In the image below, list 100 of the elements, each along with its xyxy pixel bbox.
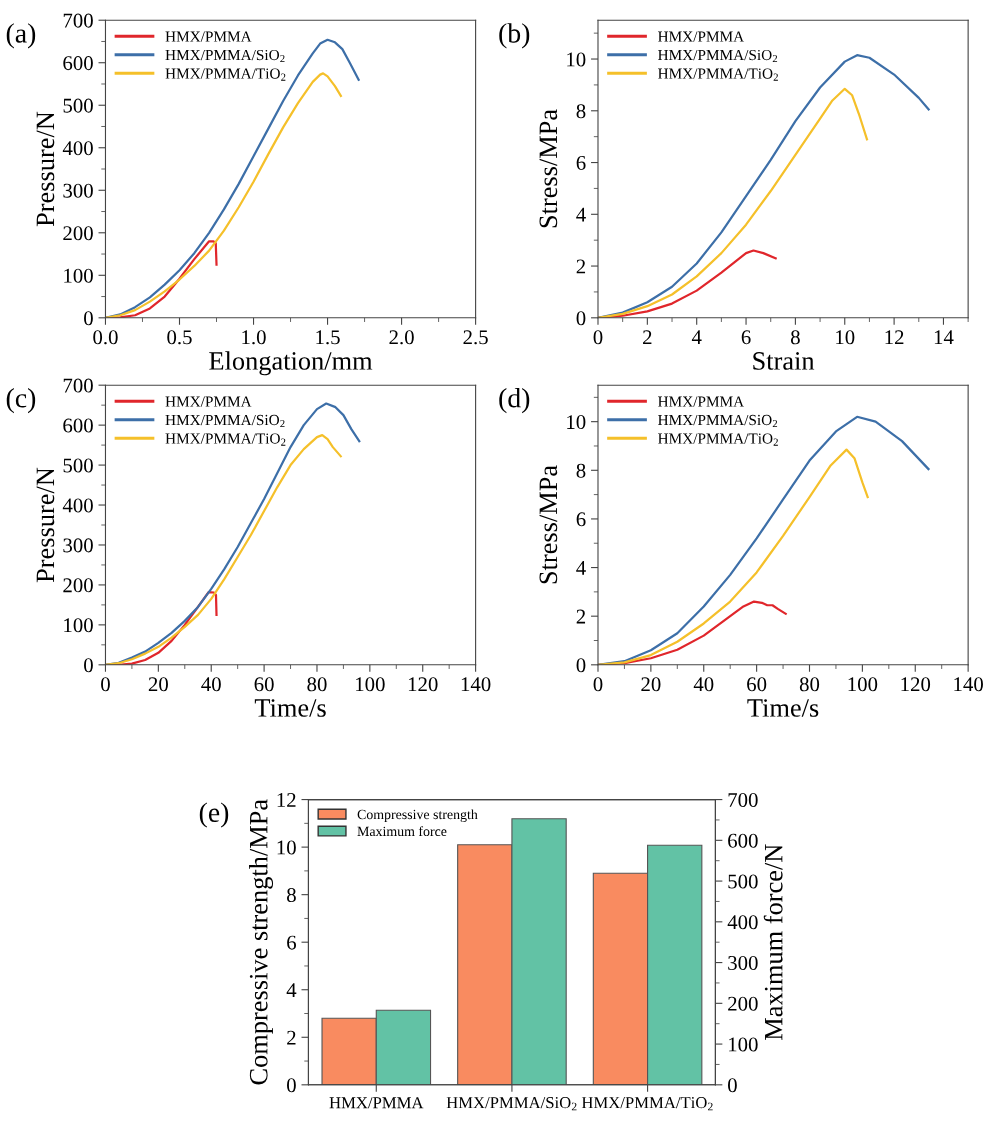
chart-title: (c) bbox=[6, 387, 36, 414]
y-tick-label: 100 bbox=[64, 268, 93, 283]
y-tick-label: 10 bbox=[567, 52, 586, 67]
legend-label: HMX/PMMA/TiO$_{2}$ bbox=[165, 68, 286, 81]
x-tick-label: 80 bbox=[307, 677, 327, 692]
y2-tick-label: 300 bbox=[728, 955, 758, 970]
y-tick-label: 200 bbox=[63, 226, 93, 241]
y-tick-label: 8 bbox=[287, 888, 296, 903]
y-tick-label: 500 bbox=[63, 458, 93, 473]
x-tick-label: 40 bbox=[201, 677, 221, 692]
y-tick-label: 0 bbox=[84, 658, 93, 673]
legend-label: HMX/PMMA bbox=[658, 31, 745, 42]
x-tick-label: 4 bbox=[691, 330, 702, 345]
y-tick-label: 2 bbox=[576, 259, 586, 274]
y-tick-label: 0 bbox=[576, 658, 586, 673]
x-tick-label: 20 bbox=[148, 677, 168, 692]
y-tick-label: 2 bbox=[576, 609, 586, 624]
x-tick-label: 40 bbox=[693, 677, 714, 692]
line-series bbox=[597, 448, 869, 665]
y-tick-label: 12 bbox=[277, 793, 296, 807]
legend-label: HMX/PMMA/TiO$_{2}$ bbox=[658, 68, 778, 81]
y-tick-label: 600 bbox=[63, 56, 93, 71]
y-tick-label: 2 bbox=[287, 1030, 296, 1045]
y-tick-label: 0 bbox=[576, 311, 586, 326]
y-tick-label: 100 bbox=[64, 618, 93, 633]
y-tick-label: 4 bbox=[286, 983, 297, 997]
y-tick-label: 600 bbox=[63, 418, 93, 433]
legend-label: HMX/PMMA/TiO$_{2}$ bbox=[165, 433, 286, 446]
chart-title: (a) bbox=[6, 23, 36, 49]
x-tick-label: HMX/PMMA bbox=[329, 1097, 424, 1109]
x-tick-label: 2 bbox=[643, 330, 652, 345]
y-tick-label: 6 bbox=[576, 512, 586, 527]
x-tick-label: 0.0 bbox=[93, 330, 118, 345]
x-tick-label: 10 bbox=[836, 330, 855, 345]
y-tick-label: 6 bbox=[287, 935, 297, 950]
y2-tick-label: 200 bbox=[728, 996, 758, 1011]
legend-label: Maximum force bbox=[357, 826, 447, 837]
line-series bbox=[597, 87, 869, 318]
x-tick-label: 8 bbox=[790, 330, 800, 345]
x-tick-label: 0 bbox=[101, 677, 110, 692]
legend-label: HMX/PMMA/SiO$_{2}$ bbox=[165, 414, 285, 428]
y-tick-label: 500 bbox=[63, 98, 93, 113]
x-tick-label: 1.5 bbox=[316, 330, 340, 345]
y-axis-title: Stress/MPa bbox=[539, 109, 558, 228]
y-tick-label: 4 bbox=[576, 207, 586, 222]
x-tick-label: 120 bbox=[901, 677, 931, 692]
x-axis-title: Strain bbox=[753, 352, 815, 370]
y2-axis-title: Maximum force/N bbox=[763, 844, 783, 1040]
x-axis-title: Time/s bbox=[254, 699, 326, 717]
x-tick-label: 2.0 bbox=[389, 330, 414, 345]
y-tick-label: 700 bbox=[63, 13, 93, 28]
legend-label: HMX/PMMA/TiO$_{2}$ bbox=[658, 433, 778, 446]
x-tick-label: 1.0 bbox=[242, 330, 266, 345]
y-axis-title: Compressive strength/MPa bbox=[249, 799, 274, 1085]
y2-tick-label: 400 bbox=[727, 915, 758, 930]
legend-label: Compressive strength bbox=[357, 809, 478, 823]
line-series bbox=[597, 415, 930, 665]
x-axis-title: Elongation/mm bbox=[209, 351, 373, 376]
legend-label: HMX/PMMA/SiO$_{2}$ bbox=[658, 414, 778, 428]
y2-tick-label: 600 bbox=[728, 833, 758, 848]
x-axis-title: Time/s bbox=[747, 699, 819, 717]
x-tick-label: 140 bbox=[461, 677, 491, 692]
legend-label: HMX/PMMA/SiO$_{2}$ bbox=[658, 49, 778, 63]
x-tick-label: 0.5 bbox=[167, 330, 192, 345]
x-tick-label: 120 bbox=[408, 677, 438, 692]
x-tick-label: 100 bbox=[848, 677, 878, 692]
y2-tick-label: 700 bbox=[728, 792, 758, 808]
y-tick-label: 6 bbox=[576, 155, 586, 170]
x-tick-label: 60 bbox=[747, 677, 767, 692]
y2-tick-label: 100 bbox=[729, 1037, 758, 1052]
legend-label: HMX/PMMA bbox=[658, 396, 745, 407]
y-tick-label: 400 bbox=[62, 498, 93, 513]
y-tick-label: 0 bbox=[287, 1078, 296, 1093]
y-tick-label: 10 bbox=[277, 840, 296, 855]
x-tick-label: 80 bbox=[799, 677, 820, 692]
chart-title: (d) bbox=[499, 387, 530, 414]
x-tick-label: 12 bbox=[885, 330, 904, 345]
y-tick-label: 8 bbox=[576, 104, 586, 119]
y-tick-label: 700 bbox=[63, 378, 93, 393]
y2-tick-label: 0 bbox=[728, 1078, 737, 1093]
y2-tick-label: 500 bbox=[728, 874, 758, 889]
y-tick-label: 400 bbox=[62, 141, 93, 156]
y-tick-label: 8 bbox=[576, 463, 586, 478]
chart-title: (b) bbox=[499, 23, 530, 49]
x-tick-label: 100 bbox=[356, 677, 385, 692]
y-tick-label: 300 bbox=[63, 538, 93, 553]
x-tick-label: 140 bbox=[954, 677, 983, 692]
x-tick-label: HMX/PMMA/TiO$_{2}$ bbox=[581, 1097, 713, 1111]
y-axis-title: Stress/MPa bbox=[539, 465, 558, 584]
x-tick-label: 14 bbox=[934, 330, 954, 345]
y-axis-title: Pressure/N bbox=[36, 111, 55, 227]
y-tick-label: 200 bbox=[63, 578, 93, 593]
legend-label: HMX/PMMA/SiO$_{2}$ bbox=[165, 49, 285, 63]
x-tick-label: HMX/PMMA/SiO$_{2}$ bbox=[446, 1097, 577, 1111]
x-tick-label: 0 bbox=[593, 677, 603, 692]
y-tick-label: 10 bbox=[567, 415, 586, 430]
legend-label: HMX/PMMA bbox=[165, 396, 252, 407]
x-tick-label: 6 bbox=[741, 330, 751, 345]
y-tick-label: 0 bbox=[84, 311, 93, 326]
x-tick-label: 20 bbox=[641, 677, 661, 692]
